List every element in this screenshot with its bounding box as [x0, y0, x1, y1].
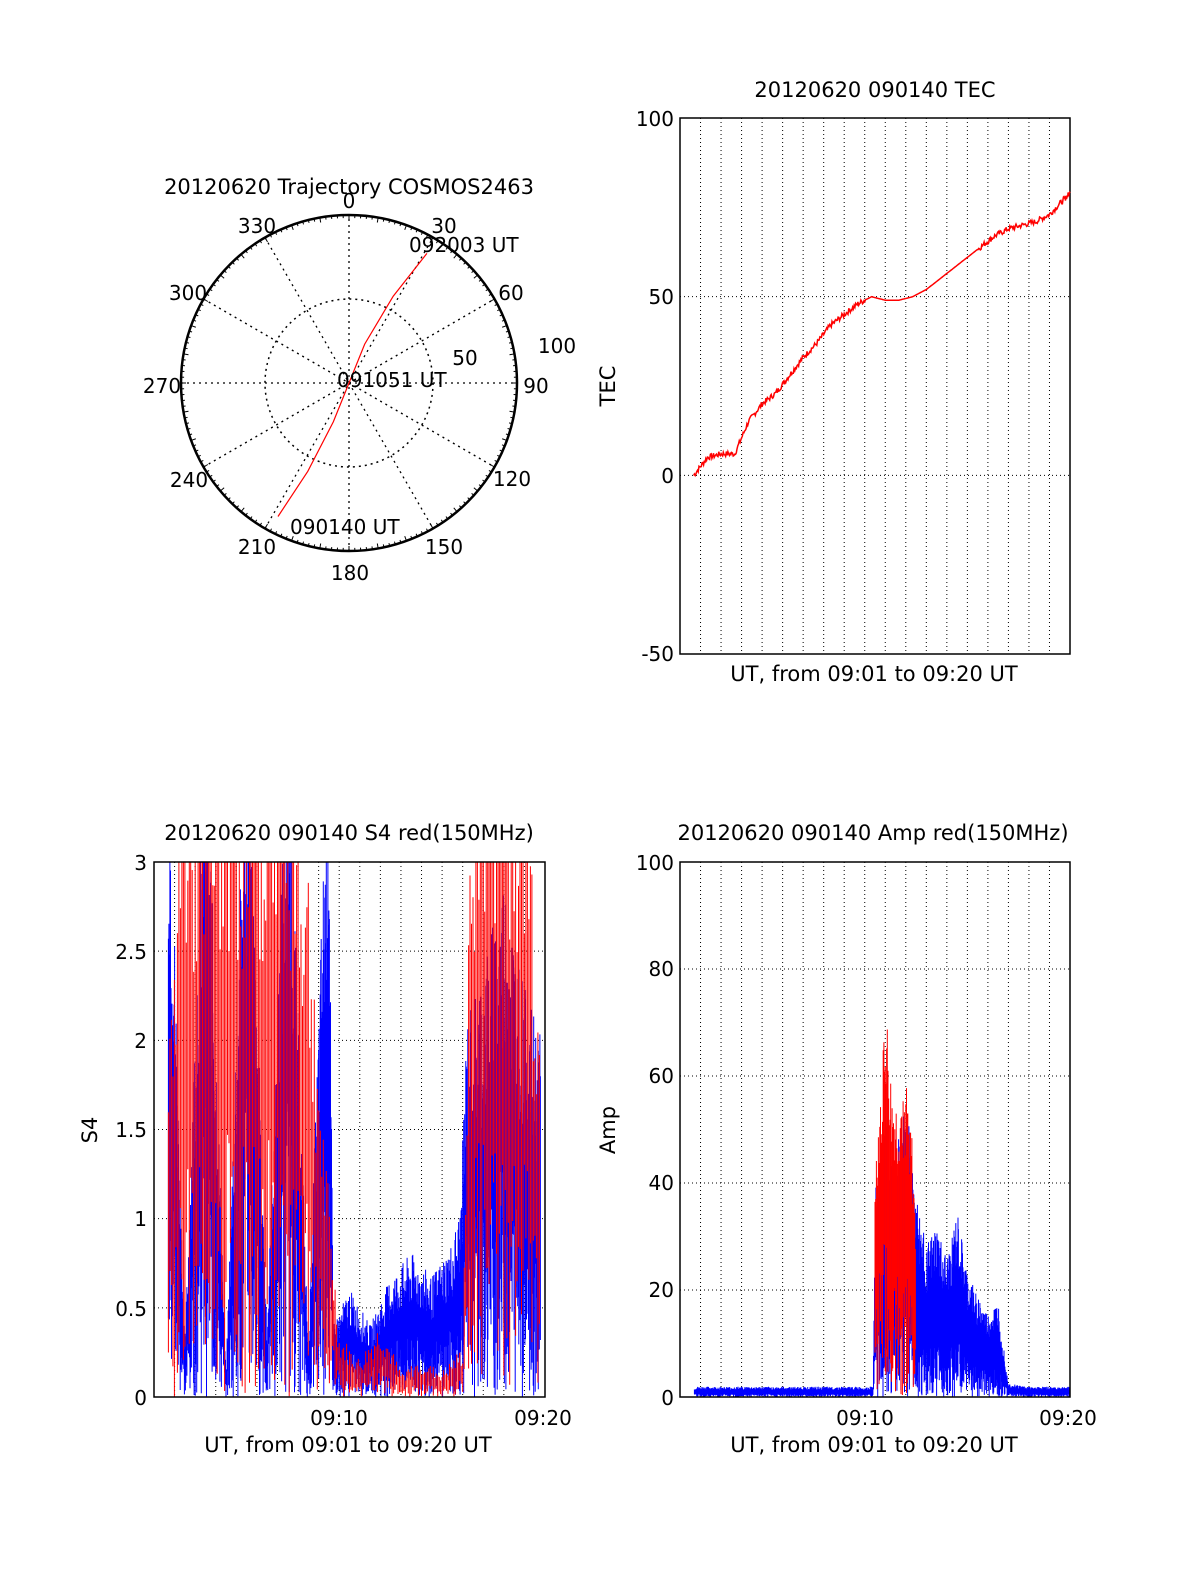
s4-y-tick-label: 0.5	[115, 1297, 147, 1321]
polar-ring-tick	[510, 417, 513, 418]
polar-ring-tick	[314, 544, 315, 547]
polar-ring-tick	[383, 544, 384, 547]
s4-x-tick-label: 09:20	[514, 1406, 572, 1430]
tec-x-axis-label: UT, from 09:01 to 09:20 UT	[730, 662, 1018, 686]
polar-radius-label: 100	[538, 334, 576, 358]
amp-x-tick-label: 09:20	[1039, 1406, 1097, 1430]
polar-radius-label: 50	[452, 346, 477, 370]
polar-ring-tick	[241, 508, 244, 512]
polar-mid-label: 091051 UT	[337, 368, 447, 392]
amp-x-axis-label: UT, from 09:01 to 09:20 UT	[730, 1433, 1018, 1457]
polar-angle-label: 210	[238, 535, 276, 559]
polar-ring-tick	[308, 220, 309, 223]
tec-chart: 20120620 090140 TEC 100 50 0 -50 TEC UT,…	[596, 78, 1070, 686]
s4-y-tick-label: 1.5	[115, 1118, 147, 1142]
polar-ring-tick	[389, 543, 390, 546]
s4-y-ticks: 3 2.5 2 1.5 1 0.5 0	[115, 851, 147, 1410]
tec-y-tick-label: 50	[649, 285, 674, 309]
s4-y-tick-label: 2	[134, 1029, 147, 1053]
tec-title: 20120620 090140 TEC	[754, 78, 995, 102]
polar-ring-tick	[185, 417, 188, 418]
polar-ring-tick	[186, 342, 189, 343]
polar-ring-tick	[509, 342, 512, 343]
polar-ring-tick	[509, 423, 512, 424]
tec-plot-frame	[680, 118, 1070, 654]
amp-x-tick-label: 09:10	[836, 1406, 894, 1430]
s4-y-tick-label: 3	[134, 851, 147, 875]
polar-ring-tick	[241, 254, 244, 258]
tec-y-tick-label: 0	[661, 464, 674, 488]
s4-y-tick-label: 1	[134, 1207, 147, 1231]
polar-end-label: 092003 UT	[409, 233, 519, 257]
polar-ring-tick	[314, 219, 315, 222]
amp-y-tick-label: 0	[661, 1386, 674, 1410]
polar-angle-label: 90	[523, 374, 548, 398]
amp-y-tick-label: 80	[649, 957, 674, 981]
tec-y-ticks: 100 50 0 -50	[636, 107, 674, 666]
amp-y-tick-label: 60	[649, 1064, 674, 1088]
s4-chart: 20120620 090140 S4 red(150MHz) 3 2.5 2 1…	[78, 821, 572, 1457]
polar-angle-label: 240	[170, 468, 208, 492]
polar-angle-label: 270	[143, 374, 181, 398]
polar-ring-tick	[474, 275, 478, 278]
amp-y-axis-label: Amp	[596, 1106, 620, 1154]
polar-angle-label: 180	[331, 561, 369, 585]
s4-title: 20120620 090140 S4 red(150MHz)	[164, 821, 534, 845]
s4-y-tick-label: 0	[134, 1386, 147, 1410]
polar-ring-tick	[383, 219, 384, 222]
polar-start-label: 090140 UT	[290, 515, 400, 539]
amp-y-tick-label: 100	[636, 851, 674, 875]
amp-y-tick-label: 40	[649, 1171, 674, 1195]
polar-angle-label: 60	[498, 281, 523, 305]
s4-y-tick-label: 2.5	[115, 940, 147, 964]
polar-angle-label: 330	[238, 214, 276, 238]
polar-angle-label: 0	[343, 189, 356, 213]
polar-ring-tick	[185, 348, 188, 349]
tec-y-tick-label: -50	[641, 642, 674, 666]
polar-ring-tick	[389, 220, 390, 223]
amp-y-ticks: 100 80 60 40 20 0	[636, 851, 674, 1410]
amp-y-tick-label: 20	[649, 1278, 674, 1302]
s4-y-axis-label: S4	[78, 1117, 102, 1144]
amp-chart: 20120620 090140 Amp red(150MHz) 100 80 6…	[596, 821, 1097, 1457]
polar-trajectory-chart: 20120620 Trajectory COSMOS2463 0 30 60 9…	[143, 175, 576, 585]
amp-title: 20120620 090140 Amp red(150MHz)	[677, 821, 1068, 845]
polar-angle-label: 120	[493, 467, 531, 491]
s4-x-tick-label: 09:10	[310, 1406, 368, 1430]
polar-ring-tick	[510, 348, 513, 349]
polar-ring-tick	[186, 423, 189, 424]
polar-angle-label: 300	[169, 281, 207, 305]
polar-ring-tick	[308, 543, 309, 546]
tec-y-tick-label: 100	[636, 107, 674, 131]
tec-series-line	[694, 192, 1070, 475]
polar-ring-tick	[220, 275, 224, 278]
tec-y-axis-label: TEC	[596, 366, 620, 408]
tec-grid	[680, 118, 1070, 654]
polar-ring-tick	[220, 488, 224, 491]
polar-ring-tick	[474, 488, 478, 491]
s4-x-axis-label: UT, from 09:01 to 09:20 UT	[204, 1433, 492, 1457]
polar-angle-label: 150	[425, 535, 463, 559]
polar-ring-tick	[454, 508, 457, 512]
